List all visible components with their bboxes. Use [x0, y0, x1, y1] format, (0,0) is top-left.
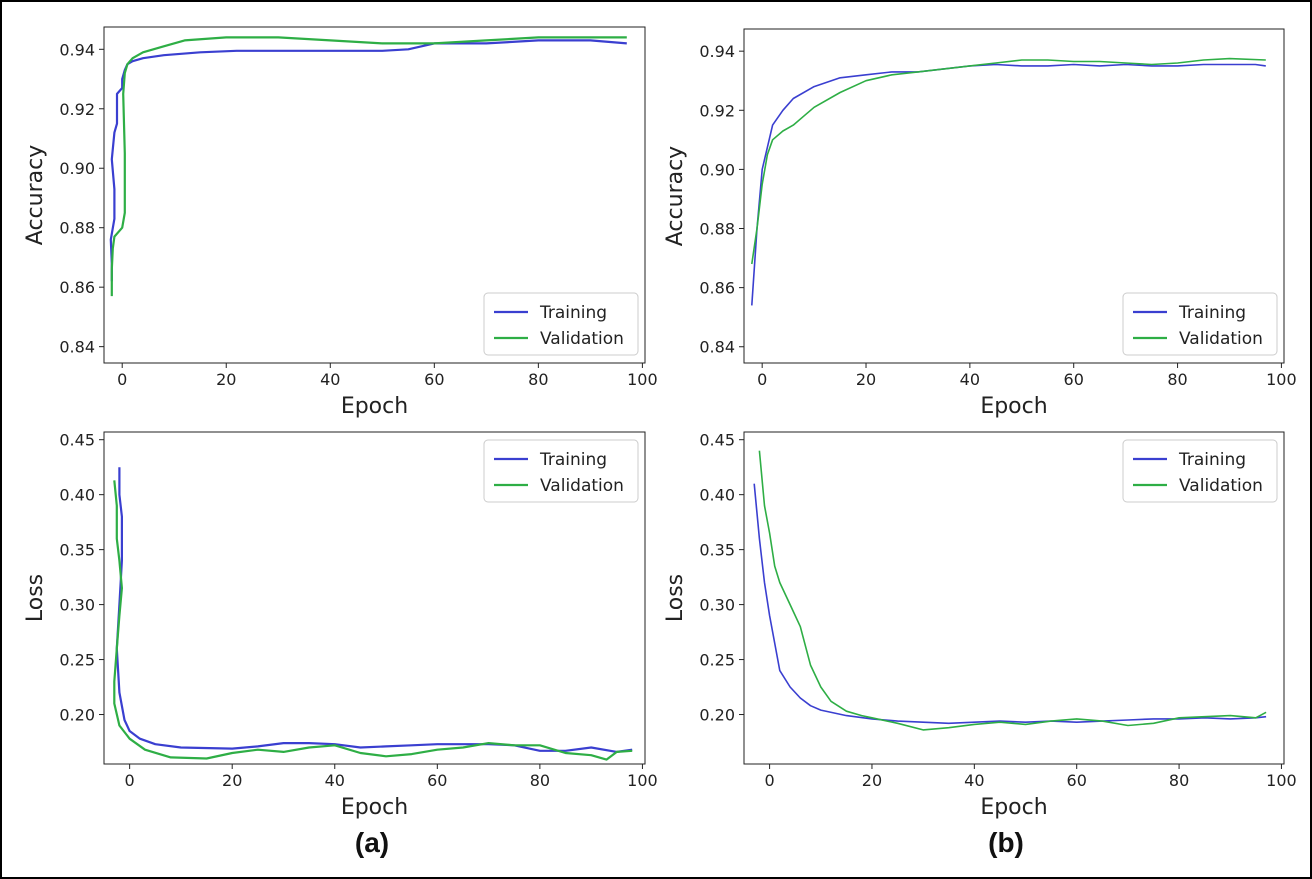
x-axis-label: Epoch [980, 795, 1047, 820]
x-tick-label: 80 [528, 370, 548, 389]
y-tick-label: 0.84 [59, 338, 95, 357]
y-tick-label: 0.30 [59, 596, 95, 615]
series-line-validation [758, 450, 1267, 731]
series-line-validation [113, 480, 633, 761]
y-tick-label: 0.45 [699, 431, 735, 450]
legend-box [483, 439, 639, 503]
y-tick-label: 0.94 [699, 42, 735, 61]
plot-frame [743, 28, 1285, 364]
x-tick-label: 100 [627, 771, 658, 790]
x-tick-label: 60 [1064, 370, 1084, 389]
x-tick-label: 0 [757, 370, 767, 389]
y-tick-label: 0.40 [59, 486, 95, 505]
y-tick-label: 0.35 [59, 541, 95, 560]
legend-label-validation: Validation [1179, 476, 1263, 496]
x-axis-label: Epoch [341, 795, 408, 820]
series-line-validation [751, 57, 1266, 265]
x-tick-label: 60 [427, 771, 447, 790]
series-line-training [109, 39, 627, 282]
x-tick-label: 60 [424, 370, 444, 389]
legend: Training Validation [1122, 439, 1278, 503]
y-axis-label: Accuracy [663, 146, 688, 246]
x-tick-label: 80 [530, 771, 550, 790]
x-tick-label: 0 [764, 771, 774, 790]
y-tick-label: 0.90 [699, 160, 735, 179]
plot-frame [103, 26, 646, 364]
x-tick-label: 80 [1167, 370, 1187, 389]
legend-label-training: Training [1178, 450, 1246, 470]
chart-b-accuracy: 0 20 40 60 80 100 0.84 0.86 0.88 0.90 0.92 0.94 Epoc… [663, 28, 1297, 419]
x-tick-label: 20 [862, 771, 882, 790]
x-tick-label: 40 [325, 771, 345, 790]
y-tick-label: 0.20 [59, 706, 95, 725]
y-tick-label: 0.25 [59, 651, 95, 670]
legend-box [1122, 439, 1278, 503]
legend: Training Validation [483, 439, 639, 503]
legend-box [483, 292, 639, 356]
x-tick-label: 0 [117, 370, 127, 389]
legend: Training Validation [483, 292, 639, 356]
plot-frame [103, 431, 646, 765]
legend-label-training: Training [539, 303, 607, 323]
legend-box [1122, 292, 1278, 356]
chart-a-accuracy: 0 20 40 60 80 100 0.84 0.86 0.88 0.90 0.92 0.94 Epoc… [23, 26, 658, 419]
x-tick-label: 80 [1169, 771, 1189, 790]
panel-label-b: (b) [988, 827, 1024, 858]
x-tick-label: 100 [627, 370, 658, 389]
x-tick-label: 0 [125, 771, 135, 790]
y-tick-label: 0.94 [59, 40, 95, 59]
y-tick-label: 0.35 [699, 541, 735, 560]
y-tick-label: 0.40 [699, 486, 735, 505]
series-line-validation [110, 36, 627, 297]
y-tick-label: 0.30 [699, 596, 735, 615]
y-tick-label: 0.84 [699, 338, 735, 357]
y-tick-label: 0.86 [59, 278, 95, 297]
x-axis-label: Epoch [341, 394, 408, 419]
y-tick-label: 0.25 [699, 651, 735, 670]
legend-label-validation: Validation [1179, 329, 1263, 349]
legend-label-training: Training [539, 450, 607, 470]
plot-frame [743, 431, 1285, 765]
y-tick-label: 0.20 [699, 706, 735, 725]
legend-label-training: Training [1178, 303, 1246, 323]
chart-b-loss: 0 20 40 60 80 100 0.20 0.25 0.30 0.35 0.40 0.45 Epoc… [663, 431, 1297, 820]
x-tick-label: 60 [1067, 771, 1087, 790]
y-axis-label: Loss [663, 574, 688, 622]
x-tick-label: 40 [964, 771, 984, 790]
legend-label-validation: Validation [540, 329, 624, 349]
x-tick-label: 40 [960, 370, 980, 389]
x-axis-label: Epoch [980, 394, 1047, 419]
y-axis-label: Loss [23, 574, 48, 622]
y-tick-label: 0.88 [59, 219, 95, 238]
chart-a-loss: 0 20 40 60 80 100 0.20 0.25 0.30 0.35 0.40 0.45 Epoc… [23, 431, 658, 820]
series-line-training [751, 63, 1266, 306]
x-tick-label: 100 [1266, 370, 1297, 389]
y-tick-label: 0.90 [59, 159, 95, 178]
legend: Training Validation [1122, 292, 1278, 356]
x-tick-label: 100 [1266, 771, 1297, 790]
y-tick-label: 0.86 [699, 279, 735, 298]
legend-label-validation: Validation [540, 476, 624, 496]
x-tick-label: 40 [320, 370, 340, 389]
x-tick-label: 20 [222, 771, 242, 790]
series-line-training [115, 467, 633, 754]
x-tick-label: 20 [856, 370, 876, 389]
y-tick-label: 0.92 [699, 101, 735, 120]
y-tick-label: 0.92 [59, 100, 95, 119]
y-tick-label: 0.45 [59, 431, 95, 450]
series-line-training [753, 483, 1267, 725]
y-axis-label: Accuracy [23, 145, 48, 245]
x-tick-label: 20 [216, 370, 236, 389]
panel-label-a: (a) [354, 827, 390, 858]
y-tick-label: 0.88 [699, 220, 735, 239]
